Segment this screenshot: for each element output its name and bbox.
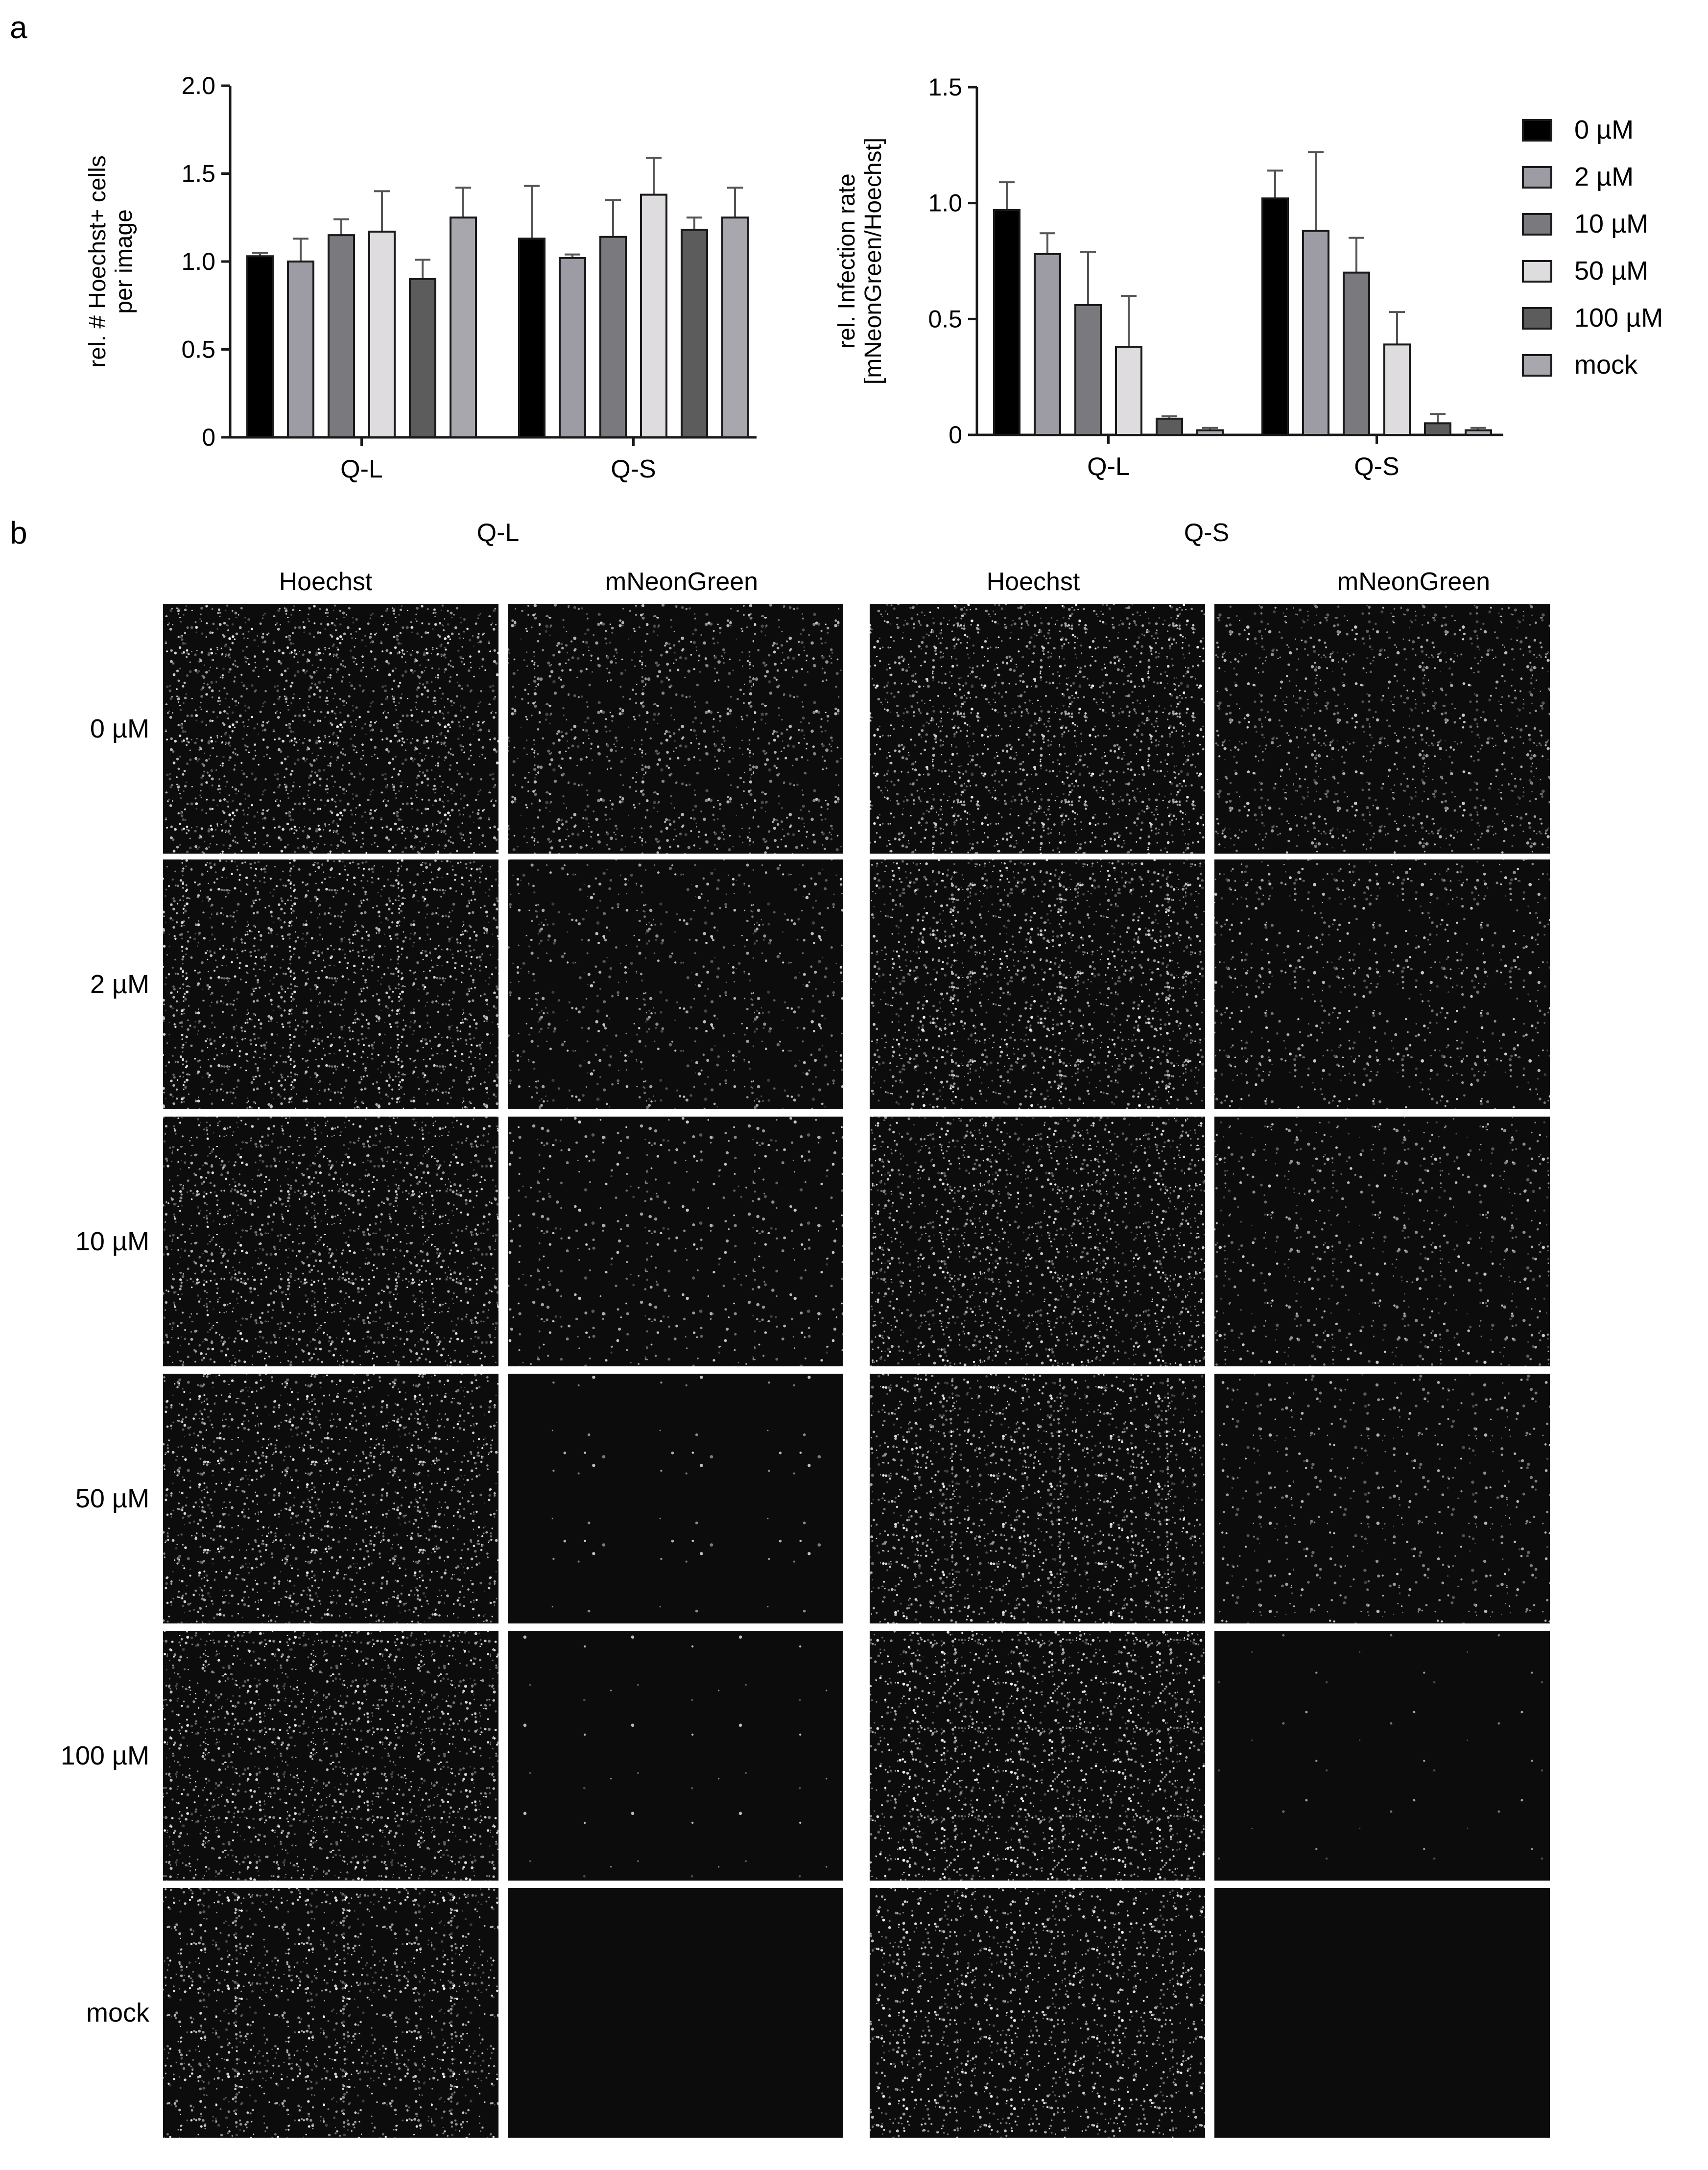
micrograph-grid: 0 µM 2 µM 10 µM 50 µM 100 µM mock xyxy=(61,604,1550,2138)
bar xyxy=(721,216,749,438)
bar xyxy=(287,261,314,438)
legend-label: 100 µM xyxy=(1574,303,1663,333)
channel-header-mneongreen-ql: mNeonGreen xyxy=(605,568,758,596)
hoechst-micrograph xyxy=(163,1888,498,2138)
bar xyxy=(1424,422,1451,436)
x-tick-label: Q-L xyxy=(1087,453,1130,481)
bar xyxy=(368,230,396,438)
legend-label: 50 µM xyxy=(1574,256,1648,286)
hoechst-micrograph xyxy=(870,1888,1205,2138)
legend-swatch xyxy=(1522,260,1552,283)
y-axis-label: rel. Infection rate xyxy=(834,173,860,349)
mneongreen-micrograph xyxy=(1214,1888,1550,2138)
mneongreen-micrograph xyxy=(1214,859,1550,1109)
mneongreen-micrograph xyxy=(508,1117,843,1366)
hoechst-micrograph xyxy=(163,1374,498,1623)
bar xyxy=(640,193,667,438)
mneongreen-micrograph xyxy=(508,1374,843,1623)
legend: 0 µM 2 µM 10 µM 50 µM 100 µM mock xyxy=(1522,115,1663,380)
bar xyxy=(409,278,436,439)
legend-swatch xyxy=(1522,213,1552,236)
hoechst-micrograph xyxy=(163,604,498,854)
legend-label: 10 µM xyxy=(1574,209,1648,238)
mneongreen-micrograph xyxy=(508,1631,843,1881)
row-label: 100 µM xyxy=(61,1741,149,1770)
panel-letter-a: a xyxy=(10,10,27,45)
x-tick-label: Q-L xyxy=(340,455,383,483)
y-tick-label: 1.0 xyxy=(928,190,962,217)
hoechst-micrograph xyxy=(163,1117,498,1366)
legend-swatch xyxy=(1522,354,1552,377)
hoechst-micrograph xyxy=(163,1631,498,1881)
bar xyxy=(1156,417,1183,436)
y-tick-label: 0.5 xyxy=(928,305,962,333)
bar xyxy=(1343,271,1370,436)
y-tick-label: 1.0 xyxy=(181,248,215,275)
bar xyxy=(599,236,627,438)
group-title-qs: Q-S xyxy=(1184,519,1229,547)
hoechst-micrograph xyxy=(870,1117,1205,1366)
infection-rate-chart: 0 0.5 1.0 1.5 rel. Infection rate [mNeonGreen… xyxy=(834,73,1503,481)
channel-header-mneongreen-qs: mNeonGreen xyxy=(1337,568,1490,596)
bar xyxy=(328,234,355,438)
bar xyxy=(246,255,274,438)
mneongreen-micrograph xyxy=(1214,1374,1550,1623)
hoechst-count-chart: 0 0.5 1.0 1.5 2.0 rel. # Hoechst+ cells per im… xyxy=(85,72,757,483)
y-tick-label: 2.0 xyxy=(181,72,215,99)
mneongreen-micrograph xyxy=(508,604,843,854)
hoechst-micrograph xyxy=(870,1631,1205,1881)
y-axis-label: rel. # Hoechst+ cells xyxy=(85,155,111,368)
x-tick-label: Q-S xyxy=(611,455,656,483)
legend-swatch xyxy=(1522,166,1552,189)
x-tick-label: Q-S xyxy=(1354,453,1399,481)
bar xyxy=(1115,346,1142,436)
mneongreen-micrograph xyxy=(1214,1631,1550,1881)
channel-header-hoechst-ql: Hoechst xyxy=(279,568,373,596)
legend-swatch xyxy=(1522,119,1552,142)
hoechst-micrograph xyxy=(870,859,1205,1109)
row-label: 2 µM xyxy=(90,970,149,999)
y-tick-label: 1.5 xyxy=(928,73,962,101)
bar xyxy=(559,257,586,438)
bar xyxy=(1261,197,1289,436)
mneongreen-micrograph xyxy=(1214,604,1550,854)
bar xyxy=(1383,343,1411,436)
bar xyxy=(1302,230,1329,436)
hoechst-micrograph xyxy=(870,1374,1205,1623)
group-title-ql: Q-L xyxy=(477,519,520,547)
bar xyxy=(450,216,477,438)
row-label: 10 µM xyxy=(75,1227,149,1256)
y-tick-label: 1.5 xyxy=(181,160,215,188)
bar xyxy=(1465,429,1492,436)
mneongreen-micrograph xyxy=(508,1888,843,2138)
bar xyxy=(1196,429,1224,436)
bar xyxy=(681,229,708,438)
mneongreen-micrograph xyxy=(1214,1117,1550,1366)
y-tick-label: 0 xyxy=(202,424,215,451)
legend-label: 0 µM xyxy=(1574,115,1634,144)
y-tick-label: 0.5 xyxy=(181,336,215,363)
row-label: mock xyxy=(86,1998,150,2027)
hoechst-micrograph xyxy=(163,859,498,1109)
legend-label: 2 µM xyxy=(1574,162,1634,191)
row-label: 50 µM xyxy=(75,1484,149,1513)
legend-swatch xyxy=(1522,307,1552,330)
mneongreen-micrograph xyxy=(508,859,843,1109)
y-axis-label: per image xyxy=(111,209,137,313)
row-label: 0 µM xyxy=(90,714,149,743)
panel-letter-b: b xyxy=(10,515,27,550)
y-tick-label: 0 xyxy=(949,421,962,449)
channel-header-hoechst-qs: Hoechst xyxy=(987,568,1080,596)
bar xyxy=(1034,253,1061,436)
bar xyxy=(1074,304,1102,436)
legend-label: mock xyxy=(1574,350,1638,380)
y-axis-label: [mNeonGreen/Hoechst] xyxy=(860,138,886,384)
hoechst-micrograph xyxy=(870,604,1205,854)
bar xyxy=(518,238,546,438)
bar xyxy=(993,209,1020,436)
